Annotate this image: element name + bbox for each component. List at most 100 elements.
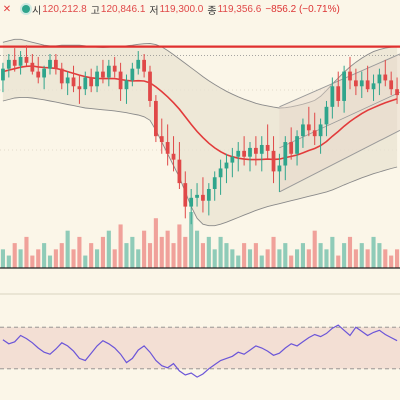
volume-bar: [306, 249, 311, 268]
volume-bar: [171, 243, 176, 268]
volume-bar: [53, 249, 58, 268]
candle-body: [130, 68, 135, 81]
candle-body: [365, 80, 370, 90]
volume-bar: [153, 218, 158, 268]
candle-body: [171, 153, 176, 160]
low-label: 저: [149, 5, 159, 17]
volume-bar: [100, 236, 105, 268]
candle-body: [106, 65, 111, 78]
volume-bar: [159, 236, 164, 268]
candle-body: [265, 144, 270, 151]
volume-bar: [136, 249, 141, 268]
high-label: 고: [90, 5, 100, 17]
volume-bar: [18, 249, 23, 268]
volume-bar: [47, 255, 53, 268]
volume-bar: [112, 249, 117, 268]
candle-body: [354, 80, 358, 87]
open-label: 시: [32, 5, 42, 17]
volume-bar: [342, 243, 347, 268]
volume-bar: [183, 236, 188, 268]
volume-bar: [165, 230, 170, 268]
candle-body: [201, 194, 205, 201]
candle-body: [6, 59, 11, 69]
volume-bar: [212, 249, 217, 268]
volume-bar: [6, 255, 11, 268]
channel-lower-line: [279, 129, 400, 193]
candle-body: [77, 86, 82, 90]
volume-bar: [247, 249, 253, 268]
candle-body: [224, 162, 229, 169]
volume-bar: [371, 236, 376, 268]
volume-bar: [36, 249, 41, 268]
volume-bar: [359, 243, 364, 268]
close-label: 종: [207, 5, 217, 17]
volume-bar: [89, 243, 94, 268]
candle-body: [148, 71, 152, 101]
candle-body: [383, 74, 388, 81]
volume-bar: [224, 243, 229, 268]
candle-body: [324, 106, 329, 125]
candle-body: [118, 71, 123, 90]
volume-bar: [147, 243, 153, 268]
rsi-line: [2, 324, 398, 378]
candle-body: [24, 56, 29, 63]
candle-body: [259, 144, 264, 154]
candle-body: [330, 86, 335, 107]
volume-bar: [0, 249, 6, 268]
volume-bar: [195, 230, 200, 268]
volume-bar: [312, 230, 317, 268]
candle-body: [254, 147, 258, 154]
close-icon[interactable]: ✕: [2, 3, 12, 15]
volume-bar: [218, 236, 223, 268]
candle-body: [195, 194, 199, 198]
volume-bar: [259, 255, 264, 268]
status-dot-icon[interactable]: [22, 5, 30, 13]
candle-body: [65, 77, 70, 84]
candle-body: [189, 197, 194, 207]
candle-body: [348, 71, 352, 81]
candle-body: [271, 150, 276, 172]
volume-bar: [77, 236, 82, 268]
volume-bar: [277, 249, 282, 268]
volume-bar: [318, 243, 323, 268]
volume-bar: [377, 243, 382, 268]
ohlc-header: ✕ 시 120,212.8 고 120,846.1 저 119,300.0 종 …: [0, 0, 400, 18]
candle-body: [89, 77, 94, 87]
candle-body: [71, 77, 76, 87]
candle-body: [1, 68, 5, 81]
volume-bar: [206, 236, 211, 268]
low-value: 119,300.0: [159, 3, 204, 15]
candle-body: [242, 150, 246, 157]
volume-bar: [353, 249, 358, 268]
volume-bar: [42, 243, 47, 268]
candle-body: [230, 156, 235, 163]
volume-bar: [389, 255, 394, 268]
volume-bar: [130, 236, 135, 268]
volume-bar: [189, 212, 194, 268]
candle-body: [371, 83, 376, 90]
candle-body: [177, 159, 182, 184]
candle-body: [283, 142, 288, 166]
bollinger-band-fill: [2, 39, 398, 226]
volume-bar: [330, 236, 335, 268]
volume-bar: [12, 243, 17, 268]
moving-average-line: [2, 65, 398, 161]
channel-upper-line: [279, 53, 400, 108]
candle-body: [248, 147, 252, 157]
candle-body: [18, 56, 23, 66]
open-value: 120,212.8: [42, 3, 87, 15]
volume-bar: [347, 236, 353, 268]
volume-bar: [106, 230, 111, 268]
candle-body: [377, 74, 382, 84]
volume-bar: [30, 255, 35, 268]
candle-body: [318, 124, 323, 137]
volume-bar: [95, 249, 100, 268]
candle-body: [83, 77, 88, 90]
bollinger-upper-line: [2, 38, 398, 109]
candle-body: [12, 59, 17, 66]
volume-bar: [300, 243, 305, 268]
candle-body: [336, 86, 341, 101]
volume-bar: [295, 249, 300, 268]
candle-body: [54, 59, 58, 69]
